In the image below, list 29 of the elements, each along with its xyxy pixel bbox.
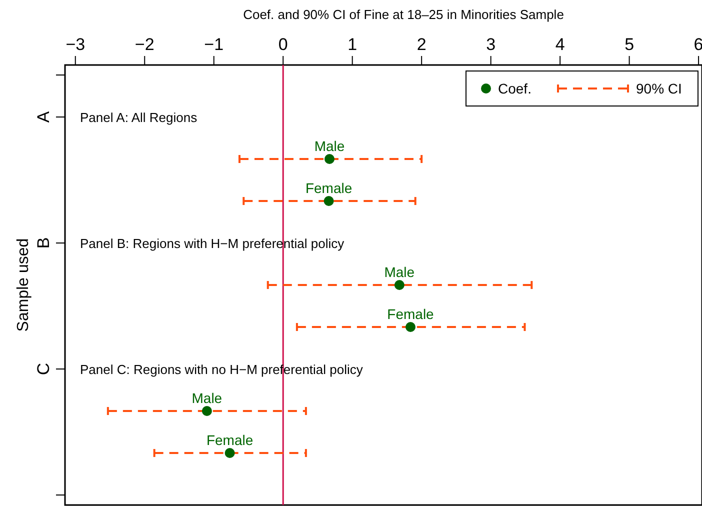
x-tick-label: 4 bbox=[555, 35, 565, 54]
point bbox=[224, 448, 235, 458]
y-tick-label: B bbox=[34, 237, 53, 249]
point bbox=[394, 280, 404, 290]
point bbox=[324, 154, 334, 164]
data-label: Male bbox=[192, 390, 222, 406]
data-label: Male bbox=[384, 264, 415, 280]
point bbox=[406, 322, 416, 332]
x-tick-label: 5 bbox=[624, 35, 634, 54]
x-tick-label: −3 bbox=[66, 35, 86, 54]
data-label: Female bbox=[387, 306, 434, 322]
x-tick-label: 3 bbox=[486, 35, 496, 54]
legend-label: Coef. bbox=[498, 80, 532, 96]
data-label: Female bbox=[206, 432, 254, 448]
x-tick-label: −2 bbox=[134, 35, 154, 54]
annotation: Panel A: All Regions bbox=[80, 110, 198, 125]
point bbox=[202, 406, 212, 416]
point bbox=[324, 196, 334, 206]
x-tick-label: 0 bbox=[278, 35, 288, 54]
y-tick-label: C bbox=[34, 362, 53, 376]
x-axis-title: Coef. and 90% CI of Fine at 18–25 in Minorities Sample bbox=[243, 7, 564, 22]
x-tick-label: 1 bbox=[348, 35, 358, 54]
y-tick-label: A bbox=[34, 110, 53, 123]
data-label: Female bbox=[305, 180, 352, 196]
x-tick-label: −1 bbox=[204, 35, 224, 54]
data-label: Male bbox=[314, 138, 345, 154]
x-tick-label: 2 bbox=[416, 35, 426, 54]
y-axis-title: Sample used bbox=[15, 238, 32, 332]
annotation: 90% CI bbox=[636, 80, 682, 96]
